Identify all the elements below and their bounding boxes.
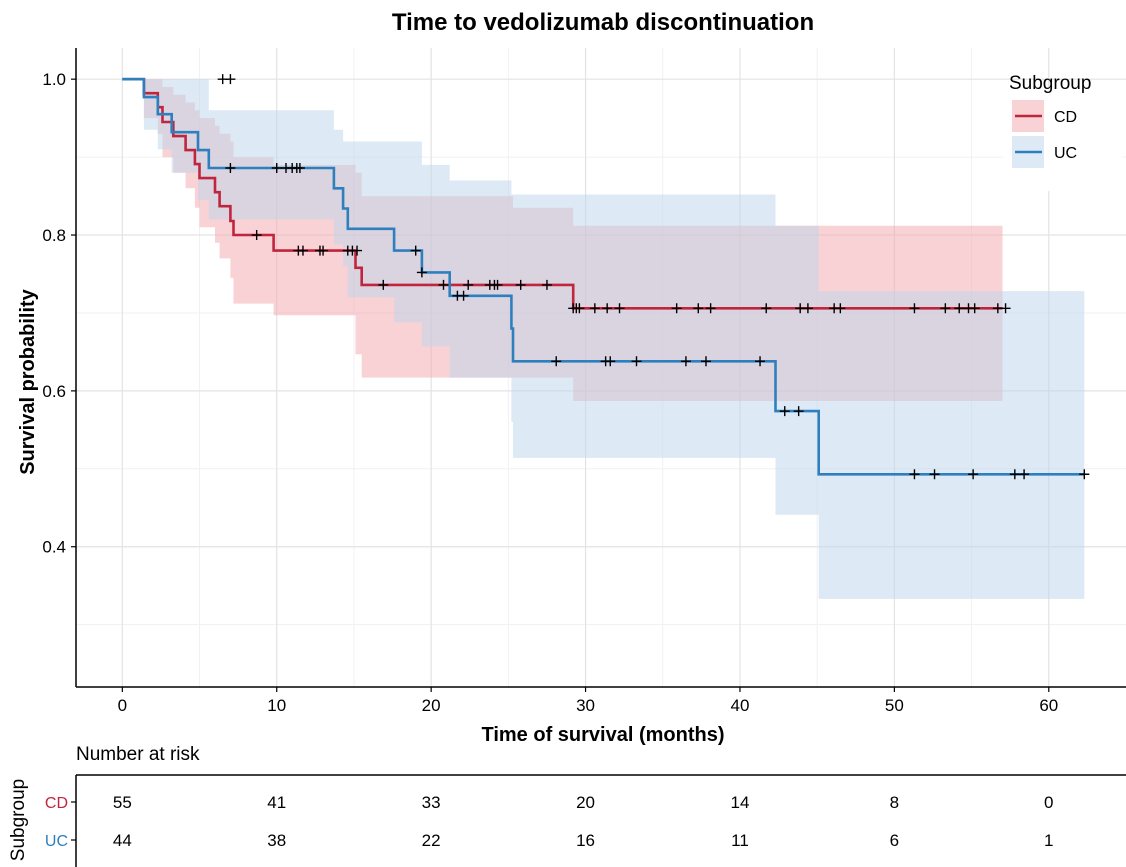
- plot-area: 0.4 0.6 0.8 1.0 0 10 20 30 40 50 60: [42, 48, 1126, 715]
- censor-mark-cd: [940, 303, 951, 314]
- censor-mark-cd: [705, 303, 716, 314]
- censor-mark-uc: [1079, 469, 1090, 480]
- censor-mark-cd: [614, 303, 625, 314]
- censor-mark-cd: [251, 230, 262, 241]
- risk-table-y-label: Subgroup: [8, 779, 29, 861]
- censor-mark-cd: [318, 245, 329, 256]
- risk-row-label-cd: CD: [45, 795, 68, 812]
- censor-mark-uc: [1019, 469, 1030, 480]
- risk-table-title: Number at risk: [76, 744, 200, 765]
- risk-count-uc: 1: [1044, 831, 1053, 850]
- legend: Subgroup CD UC: [1003, 73, 1123, 191]
- censor-mark-uc: [909, 469, 920, 480]
- x-tick-label: 20: [422, 696, 441, 715]
- censor-mark-cd: [969, 303, 980, 314]
- legend-label-cd: CD: [1054, 109, 1077, 126]
- censor-mark-cd: [909, 303, 920, 314]
- risk-table: CD 55 41 33 20 14 8 0 UC 44 38 22 16 11 6 1: [45, 774, 1126, 867]
- censor-mark-cd: [602, 303, 613, 314]
- risk-count-uc: 38: [267, 831, 286, 850]
- risk-count-cd: 20: [576, 793, 595, 812]
- censor-mark-cd: [761, 303, 772, 314]
- censor-mark-cd: [515, 279, 526, 290]
- x-axis-label: Time of survival (months): [481, 724, 724, 746]
- risk-row-label-uc: UC: [45, 833, 68, 850]
- censor-mark-uc: [701, 356, 711, 367]
- censor-mark-cd: [802, 303, 813, 314]
- y-tick-label: 0.4: [42, 538, 66, 557]
- censor-mark-cd: [463, 279, 474, 290]
- x-tick-label: 30: [576, 696, 595, 715]
- censor-mark-uc: [680, 356, 691, 367]
- censor-mark-cd: [589, 303, 600, 314]
- censor-mark-uc: [605, 356, 616, 367]
- censor-mark-cd: [225, 74, 236, 85]
- censor-mark-uc: [968, 469, 979, 480]
- x-tick-label: 60: [1039, 696, 1058, 715]
- censor-mark-uc: [458, 290, 469, 301]
- x-tick-label: 10: [267, 696, 286, 715]
- censor-mark-uc: [631, 356, 642, 367]
- censor-mark-cd: [835, 303, 846, 314]
- censor-mark-cd: [378, 279, 389, 290]
- censor-mark-uc: [294, 163, 305, 174]
- y-axis-label: Survival probability: [17, 288, 39, 474]
- censor-mark-uc: [551, 356, 562, 367]
- risk-count-cd: 8: [890, 793, 899, 812]
- censor-mark-uc: [1009, 469, 1020, 480]
- censor-mark-cd: [954, 303, 965, 314]
- censor-mark-uc: [410, 245, 421, 256]
- censor-mark-uc: [755, 356, 766, 367]
- censor-mark-cd: [352, 245, 363, 256]
- censor-mark-uc: [225, 163, 236, 174]
- risk-count-cd: 55: [113, 793, 132, 812]
- censor-mark-cd: [574, 303, 585, 314]
- risk-count-cd: 14: [731, 793, 750, 812]
- x-tick-label: 40: [731, 696, 750, 715]
- risk-count-cd: 0: [1044, 793, 1053, 812]
- y-tick-label: 0.6: [42, 382, 66, 401]
- censor-mark-uc: [793, 406, 804, 417]
- risk-count-cd: 33: [422, 793, 441, 812]
- y-tick-label: 0.8: [42, 226, 66, 245]
- survival-line-cd: [122, 77, 1003, 310]
- risk-count-uc: 22: [422, 831, 441, 850]
- censor-mark-cd: [1000, 303, 1011, 314]
- y-tick-label: 1.0: [42, 70, 66, 89]
- censor-mark-cd: [438, 279, 449, 290]
- censor-mark-cd: [492, 279, 503, 290]
- x-tick-label: 50: [885, 696, 904, 715]
- risk-count-uc: 44: [113, 831, 132, 850]
- x-tick-label: 0: [118, 696, 127, 715]
- risk-count-uc: 6: [890, 831, 899, 850]
- censor-mark-uc: [271, 163, 282, 174]
- censor-mark-cd: [541, 279, 552, 290]
- chart-title: Time to vedolizumab discontinuation: [392, 9, 814, 36]
- risk-count-uc: 16: [576, 831, 595, 850]
- legend-label-uc: UC: [1054, 145, 1077, 162]
- survival-line-uc: [122, 77, 1085, 476]
- censor-mark-uc: [929, 469, 940, 480]
- censor-mark-cd: [671, 303, 682, 314]
- legend-title: Subgroup: [1009, 73, 1091, 94]
- censor-mark-uc: [779, 406, 790, 417]
- risk-count-cd: 41: [267, 793, 286, 812]
- censor-mark-uc: [416, 267, 427, 278]
- censor-mark-cd: [297, 245, 308, 256]
- censor-mark-cd: [693, 303, 704, 314]
- confidence-band-uc: [143, 79, 1085, 599]
- risk-count-uc: 11: [731, 831, 749, 850]
